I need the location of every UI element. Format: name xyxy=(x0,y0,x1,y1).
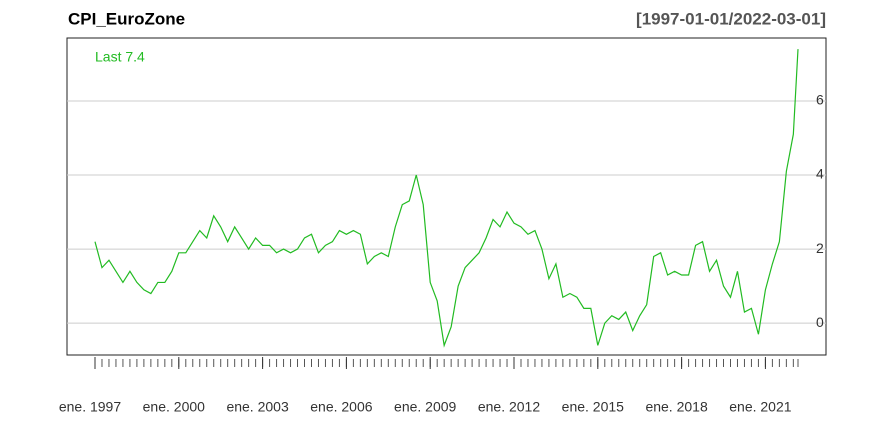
x-tick-label: ene. 2018 xyxy=(645,399,707,415)
date-range: [1997-01-01/2022-03-01] xyxy=(636,9,826,28)
last-value: Last 7.4 xyxy=(95,49,145,65)
x-tick-label: ene. 2000 xyxy=(143,399,205,415)
chart-title: CPI_EuroZone xyxy=(68,9,185,28)
x-tick-label: ene. 2009 xyxy=(394,399,456,415)
y-tick-label: 2 xyxy=(816,240,824,256)
x-tick-label: ene. 2021 xyxy=(729,399,791,415)
cpi-line xyxy=(94,49,799,348)
y-tick-label: 6 xyxy=(816,92,824,108)
x-tick-label: ene. 2003 xyxy=(226,399,288,415)
y-tick-label: 0 xyxy=(816,314,824,330)
x-tick-label: ene. 1997 xyxy=(59,399,121,415)
x-tick-label: ene. 2006 xyxy=(310,399,372,415)
y-tick-label: 4 xyxy=(816,166,824,182)
x-tick-label: ene. 2015 xyxy=(562,399,624,415)
x-tick-label: ene. 2012 xyxy=(478,399,540,415)
plot-frame xyxy=(66,37,827,356)
